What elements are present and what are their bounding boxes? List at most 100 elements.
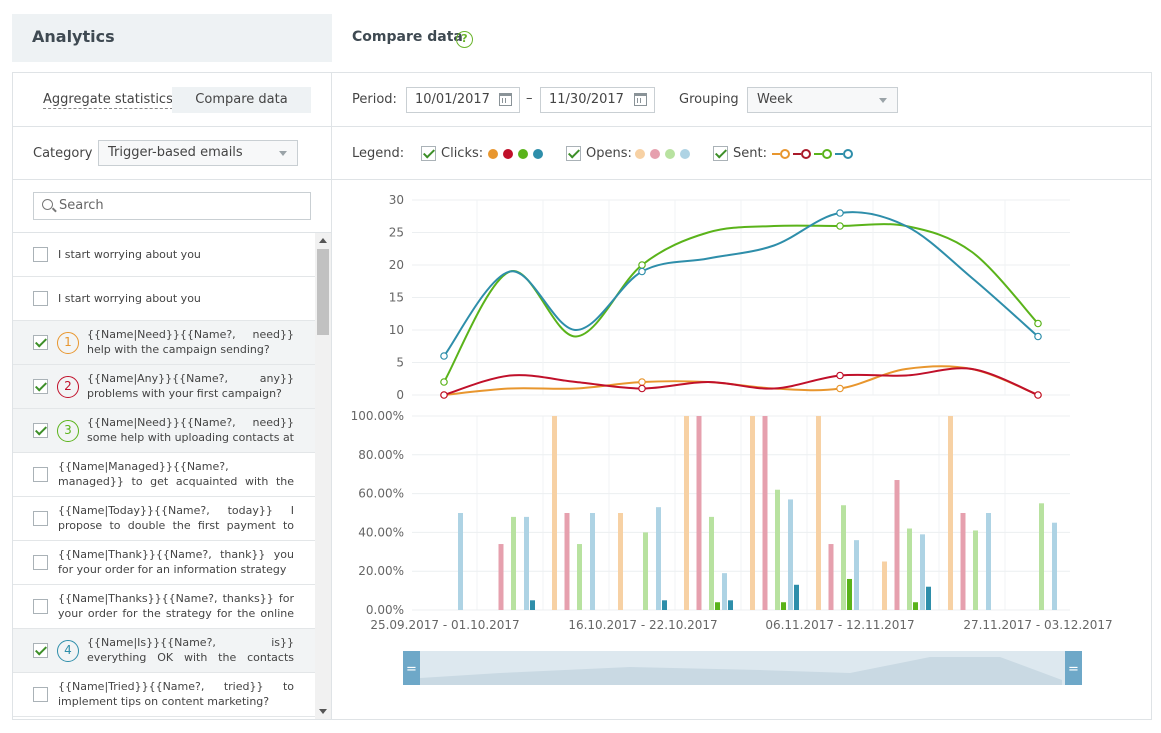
- x-tick-label: 25.09.2017 - 01.10.2017: [370, 618, 519, 632]
- y-tick-label: 20.00%: [358, 564, 404, 578]
- legend-label: Legend:: [352, 146, 405, 161]
- email-list-item[interactable]: {{Name|Thank}}{{Name?, thank}} you for y…: [13, 541, 315, 585]
- bar: [1039, 503, 1044, 610]
- page-title: Analytics: [32, 27, 115, 46]
- main-panel: [12, 72, 1152, 720]
- help-icon[interactable]: ?: [456, 31, 473, 48]
- category-select[interactable]: Trigger-based emails: [98, 140, 298, 166]
- email-number-badge: 4: [57, 640, 79, 662]
- opens-legend-dot: [650, 149, 660, 159]
- series-point: [638, 384, 646, 393]
- sent-checkbox[interactable]: [713, 146, 728, 161]
- bar: [894, 480, 900, 610]
- email-checkbox[interactable]: [33, 335, 48, 350]
- email-checkbox[interactable]: [33, 599, 48, 614]
- date-to-value: 11/30/2017: [549, 92, 624, 107]
- email-checkbox[interactable]: [33, 467, 48, 482]
- email-checkbox[interactable]: [33, 511, 48, 526]
- bar: [781, 602, 786, 610]
- range-handle-grip: =: [406, 662, 417, 677]
- comparison-chart: 30 25 20 15 10 5 0 100.00% 80.00% 60.00% 40.00% 20.…: [351, 193, 1113, 685]
- grouping-value: Week: [757, 92, 793, 107]
- bar: [524, 516, 529, 610]
- series-point: [638, 267, 646, 276]
- email-list-item[interactable]: 1 {{Name|Need}}{{Name?, need}} help with …: [13, 321, 315, 365]
- scroll-down-icon[interactable]: [319, 709, 327, 714]
- bar: [794, 584, 799, 610]
- sent-legend-line: [814, 153, 822, 155]
- clicks-legend-dot: [518, 149, 528, 159]
- y-tick-label: 80.00%: [358, 448, 404, 462]
- bar: [511, 516, 516, 610]
- bar: [458, 513, 463, 610]
- series-point: [836, 209, 844, 217]
- series-point: [1034, 332, 1042, 341]
- email-checkbox[interactable]: [33, 379, 48, 394]
- bar: [986, 513, 991, 610]
- y-tick-label: 25: [389, 226, 404, 240]
- email-list-item[interactable]: 4 {{Name|Is}}{{Name?, is}} everything OK …: [13, 629, 315, 673]
- email-list-item[interactable]: {{Name|Tried}}{{Name?, tried}} to implem…: [13, 673, 315, 717]
- email-checkbox[interactable]: [33, 643, 48, 658]
- bar: [847, 578, 852, 610]
- calendar-icon[interactable]: [634, 93, 647, 106]
- scrollbar[interactable]: [315, 233, 331, 719]
- tab-aggregate-statistics[interactable]: Aggregate statistics: [43, 92, 173, 109]
- email-checkbox[interactable]: [33, 247, 48, 262]
- email-checkbox[interactable]: [33, 291, 48, 306]
- email-subject: {{Name|Is}}{{Name?, is}} everything OK w…: [87, 636, 294, 664]
- clicks-legend-dot: [533, 149, 543, 159]
- date-from-input[interactable]: 10/01/2017: [406, 87, 520, 113]
- tab-compare-data[interactable]: Compare data: [172, 87, 311, 113]
- email-subject: {{Name|Thank}}{{Name?, thank}} you for y…: [58, 548, 294, 576]
- clicks-checkbox[interactable]: [421, 146, 436, 161]
- sent-legend-line: [835, 153, 843, 155]
- opens-checkbox[interactable]: [566, 146, 581, 161]
- email-list: I start worrying about you I start worryi…: [13, 233, 315, 719]
- bar: [913, 602, 918, 610]
- bar: [662, 600, 667, 610]
- bar: [577, 544, 582, 610]
- scroll-up-icon[interactable]: [319, 238, 327, 243]
- sent-legend-marker: [780, 149, 790, 159]
- email-list-item[interactable]: 2 {{Name|Any}}{{Name?, any}} problems wit…: [13, 365, 315, 409]
- email-subject: {{Name|Any}}{{Name?, any}} problems with…: [87, 372, 294, 400]
- series-point: [836, 384, 844, 393]
- bar: [762, 416, 768, 610]
- y-tick-label: 10: [389, 323, 404, 337]
- column-divider: [331, 72, 332, 720]
- x-tick-label: 27.11.2017 - 03.12.2017: [963, 618, 1112, 632]
- email-list-item[interactable]: I start worrying about you: [13, 233, 315, 277]
- series-point: [836, 371, 844, 380]
- series-point: [440, 378, 448, 386]
- email-checkbox[interactable]: [33, 555, 48, 570]
- bar: [552, 416, 557, 610]
- calendar-icon[interactable]: [499, 93, 512, 106]
- search-input[interactable]: Search: [33, 192, 311, 220]
- email-list-item[interactable]: I start worrying about you: [13, 277, 315, 321]
- email-list-item[interactable]: {{Name|Today}}{{Name?, today}} I propose…: [13, 497, 315, 541]
- email-checkbox[interactable]: [33, 423, 48, 438]
- email-subject: I start worrying about you: [58, 292, 201, 305]
- email-list-item[interactable]: {{Name|Managed}}{{Name?, managed}} to ge…: [13, 453, 315, 497]
- opens-legend-dot: [635, 149, 645, 159]
- bar: [854, 540, 859, 610]
- bar: [564, 513, 570, 610]
- scrollbar-thumb[interactable]: [317, 249, 329, 335]
- email-list-item[interactable]: 3 {{Name|Need}}{{Name?, need}} some help …: [13, 409, 315, 453]
- series-point: [440, 352, 448, 360]
- bar: [920, 534, 925, 610]
- bar: [948, 416, 953, 610]
- date-to-input[interactable]: 11/30/2017: [540, 87, 655, 113]
- x-tick-label: 06.11.2017 - 12.11.2017: [765, 618, 914, 632]
- y-tick-label: 30: [389, 193, 404, 207]
- y-tick-label: 60.00%: [358, 487, 404, 501]
- email-checkbox[interactable]: [33, 687, 48, 702]
- bar: [498, 544, 504, 610]
- grouping-select[interactable]: Week: [747, 87, 898, 113]
- analytics-header: Analytics: [12, 14, 332, 62]
- series-point: [440, 391, 448, 399]
- sent-legend-line: [793, 153, 801, 155]
- opens-label: Opens:: [586, 146, 632, 161]
- email-list-item[interactable]: {{Name|Thanks}}{{Name?, thanks}} for you…: [13, 585, 315, 629]
